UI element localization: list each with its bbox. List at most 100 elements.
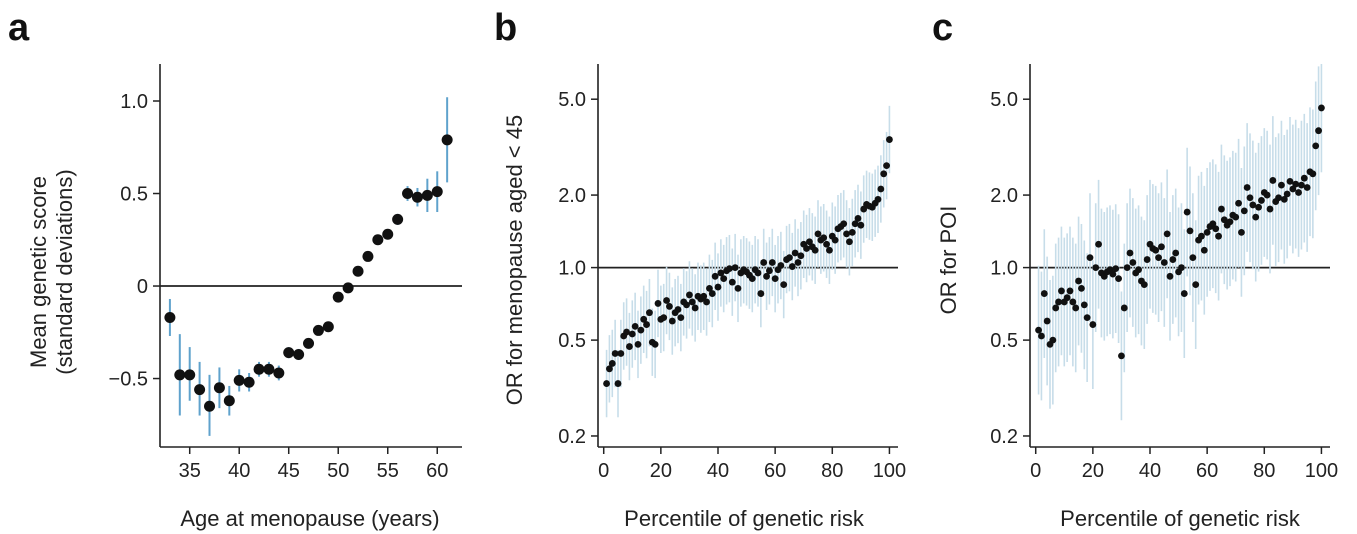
panel-a-xtick-label: 50 [327,460,349,482]
panel-b-data-point [826,246,833,254]
panel-b-data-point [848,228,856,236]
panel-b-xtick-label: 60 [764,460,786,482]
panel-b-data-point [806,238,813,246]
panel-c-data-point [1318,104,1325,112]
panel-a-data-point [273,367,285,379]
panel-c-data-point [1112,265,1120,273]
panel-b-data-point [843,230,850,238]
panel-c-data-point [1152,246,1160,254]
panel-b-data-point [766,267,773,275]
panel-b-data-point [820,234,828,242]
panel-a-data-point [204,400,216,412]
panel-b-data-point [754,269,762,277]
panel-b-data-point [631,323,639,330]
panel-c-xlabel: Percentile of genetic risk [1060,506,1301,531]
panel-a-data-point [352,265,364,277]
panel-c-xtick-label: 40 [1139,460,1161,482]
panel-b-data-point [803,245,810,252]
panel-c-data-point [1155,254,1162,262]
panel-b-xtick-label: 40 [707,460,729,482]
panel-b-data-point [691,304,699,312]
panel-a-data-point [223,395,235,407]
panel-b-data-point [886,136,893,143]
panel-a-data-point [243,376,255,388]
panel-b-data-point [628,330,636,338]
panel-b-data-point [857,221,865,229]
panel-c-ytick-label: 5.0 [990,89,1018,111]
panel-a-data-point [372,234,384,246]
panel-b-data-point [611,350,619,357]
panel-c-data-point [1089,321,1097,328]
panel-a-data-point [293,348,305,360]
panel-c-data-point [1298,181,1305,189]
panel-c-data-point [1280,195,1288,203]
panel-a-data-point [392,213,404,225]
panel-a-data-point [441,134,453,146]
panel-c-data-point [1278,181,1285,189]
panel-c-data-point [1095,240,1102,248]
panel-a-data-point [233,374,245,386]
panel-c-data-point [1049,336,1057,344]
panel-c-data-point [1226,218,1234,226]
panel-b-data-point [626,343,633,350]
panel-b-data-point [840,220,848,228]
panel-b-data-point [811,246,819,254]
panel-b-data-point [637,326,645,334]
panel-a-ylabel-line1: Mean genetic score [26,176,51,368]
panel-c-data-point [1035,326,1042,334]
panel-b-data-point [846,238,853,246]
panel-c-data-point [1183,208,1191,216]
panel-b-data-point [883,162,890,170]
panel-a-data-point [194,384,206,396]
panel-c-data-point [1215,232,1222,240]
panel-c-data-point [1092,264,1100,271]
panel-c-data-point [1189,254,1197,262]
panel-c-data-point [1120,304,1128,312]
panel-c-xtick-label: 0 [1030,460,1041,482]
panel-c-data-point [1295,189,1302,196]
panel-b-xtick-label: 80 [821,460,843,482]
panel-b-data-point [720,275,728,283]
panel-b-data-point [851,220,859,228]
panel-b-data-point [603,380,610,387]
panel-b-ytick-label: 2.0 [558,185,586,207]
panel-c-data-point [1118,352,1125,360]
panel-b-data-point [728,278,736,286]
panel-c-data-point [1063,294,1071,302]
panel-b-ytick-label: 1.0 [558,258,586,280]
panel-b-data-point [757,290,765,297]
panel-b-data-point [700,292,708,300]
panel-c-data-point [1292,180,1300,188]
panel-a-ytick-label: 0 [137,276,148,298]
panel-b-data-point [760,259,768,266]
panel-c-ylabel: OR for POI [936,206,961,315]
panel-c-data-point [1252,213,1260,221]
panel-c-data-point [1212,225,1220,233]
panel-c-data-point [1203,228,1211,236]
panel-b-data-point [880,170,888,178]
panel-b-data-point [791,249,799,257]
panel-a-xtick-label: 35 [179,460,201,482]
panel-c-data-point [1243,184,1251,191]
panel-letter-c: c [932,7,953,49]
panel-b-data-point [660,314,668,322]
panel-b-data-point [768,259,776,266]
panel-c-ytick-label: 1.0 [990,258,1018,280]
panel-b-data-point [797,252,805,260]
panel-a-ylabel-line2: (standard deviations) [52,169,77,374]
panel-b-data-point [771,275,779,283]
panel-b-data-point [854,215,862,222]
panel-c-data-point [1078,284,1085,292]
panel-c-data-point [1266,205,1274,213]
panel-b-data-point [688,298,696,306]
panel-b-data-point [734,284,742,292]
panel-c-data-point [1052,304,1060,312]
panel-b-data-point [651,340,659,348]
panel-b-data-point [823,240,830,248]
panel-a-ytick-label: 1.0 [120,91,148,113]
panel-c-data-point [1069,298,1077,306]
panel-c-data-point [1172,249,1180,257]
panel-c-xtick-label: 20 [1082,460,1104,482]
panel-b-data-point [786,254,793,262]
panel-a-data-point [411,191,423,203]
